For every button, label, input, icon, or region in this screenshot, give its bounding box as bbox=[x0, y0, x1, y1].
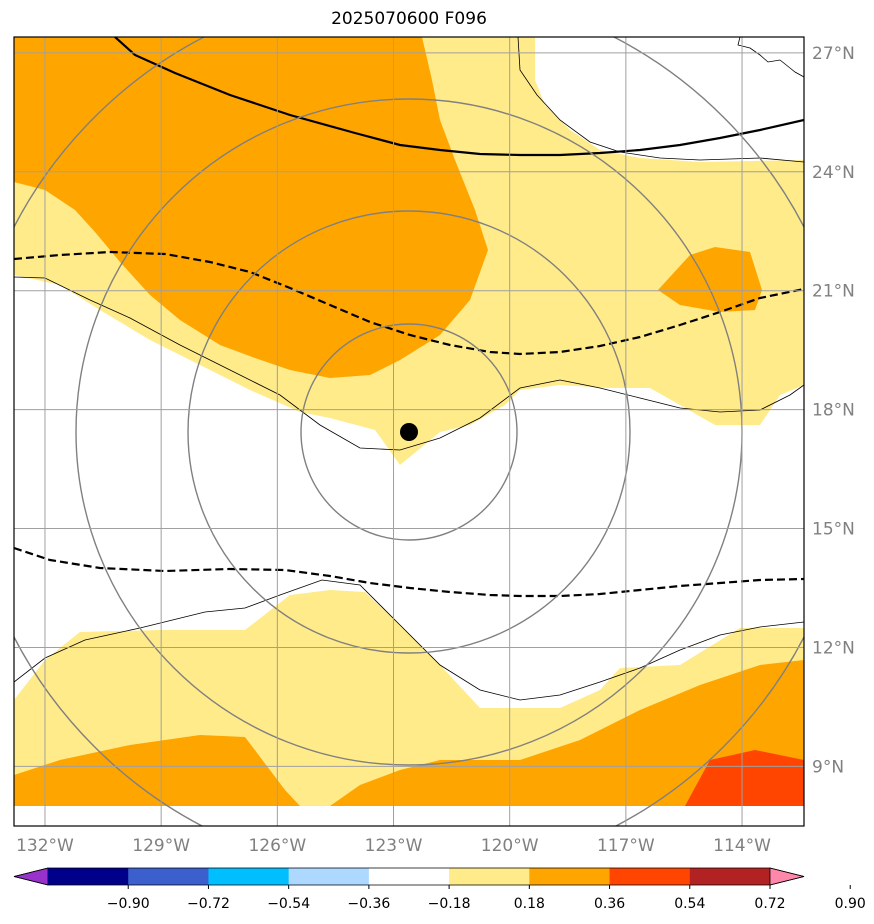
lat-tick-label: 21°N bbox=[812, 282, 855, 302]
colorbar-segment bbox=[368, 868, 450, 885]
lon-tick-label: 126°W bbox=[248, 836, 306, 856]
lat-tick-label: 9°N bbox=[812, 757, 844, 777]
colorbar-label: 0.18 bbox=[514, 896, 545, 912]
lon-tick-label: 114°W bbox=[713, 836, 771, 856]
lon-tick-labels: 132°W 129°W 126°W 123°W 120°W 117°W 114°W bbox=[16, 836, 771, 856]
lat-tick-label: 12°N bbox=[812, 638, 855, 658]
colorbar-label: −0.54 bbox=[267, 896, 310, 912]
lon-tick-label: 132°W bbox=[16, 836, 74, 856]
colorbar-label: −0.90 bbox=[107, 896, 150, 912]
colorbar-extend-high bbox=[769, 867, 805, 886]
lat-tick-label: 18°N bbox=[812, 401, 855, 421]
colorbar-label: −0.72 bbox=[187, 896, 230, 912]
colorbar bbox=[13, 867, 851, 889]
contour-dashed-north bbox=[14, 250, 804, 356]
field-orange-south bbox=[14, 660, 804, 806]
lat-tick-label: 15°N bbox=[812, 520, 855, 540]
colorbar-segment bbox=[449, 868, 530, 885]
field-white-bottom bbox=[14, 806, 804, 826]
colorbar-label: −0.18 bbox=[428, 896, 471, 912]
lon-tick-label: 129°W bbox=[132, 836, 190, 856]
lon-tick-label: 123°W bbox=[365, 836, 423, 856]
range-ring-1 bbox=[300, 323, 518, 541]
contour-thin-northeast bbox=[517, 37, 804, 163]
plot-frame bbox=[13, 36, 805, 827]
colorbar-label: 0.90 bbox=[835, 896, 866, 912]
contour-thin-south bbox=[14, 579, 804, 701]
field-orange-north bbox=[14, 37, 488, 378]
colorbar-label: 0.72 bbox=[754, 896, 785, 912]
contour-lines-thin bbox=[14, 37, 804, 701]
colorbar-segment bbox=[689, 868, 771, 885]
colorbar-segment bbox=[128, 868, 209, 885]
colorbar-extend-low bbox=[13, 867, 49, 886]
lat-tick-label: 24°N bbox=[812, 163, 855, 183]
contour-thick-solid bbox=[114, 37, 804, 157]
colorbar-label: 0.54 bbox=[674, 896, 705, 912]
field-red-southeast bbox=[685, 750, 804, 806]
colorbar-outline bbox=[13, 867, 805, 886]
colorbar-segment bbox=[48, 868, 129, 885]
colorbar-segment bbox=[609, 868, 691, 885]
field-orange-east-blob bbox=[658, 247, 762, 312]
contour-thin-north bbox=[14, 276, 804, 451]
gridlines bbox=[14, 37, 804, 826]
colorbar-segment bbox=[208, 868, 290, 885]
map-title: 2025070600 F096 bbox=[331, 9, 487, 29]
colorbar-segment bbox=[288, 868, 370, 885]
lat-tick-labels: 27°N 24°N 21°N 18°N 15°N 12°N 9°N bbox=[812, 44, 855, 778]
lon-tick-label: 117°W bbox=[597, 836, 655, 856]
range-ring-2 bbox=[187, 210, 631, 654]
colorbar-label: 0.36 bbox=[594, 896, 625, 912]
lon-tick-label: 120°W bbox=[481, 836, 539, 856]
lat-tick-label: 27°N bbox=[812, 44, 855, 64]
center-marker bbox=[400, 423, 418, 441]
colorbar-label: −0.36 bbox=[347, 896, 390, 912]
colorbar-labels: −0.90 −0.72 −0.54 −0.36 −0.18 0.18 0.36 0.54 0.7… bbox=[107, 896, 866, 912]
colorbar-segment bbox=[529, 868, 611, 885]
